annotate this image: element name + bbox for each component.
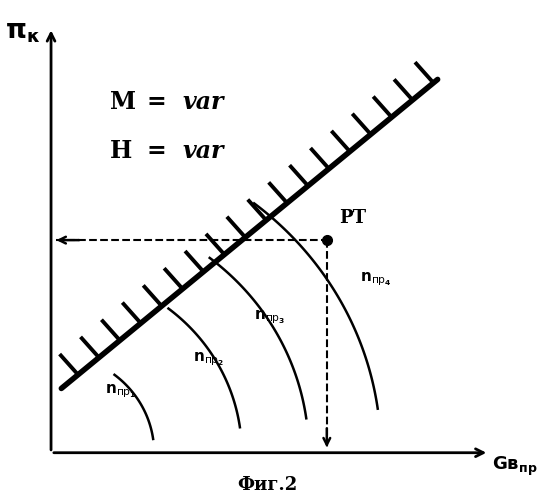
Text: $\mathbf{\pi_\kappa}$: $\mathbf{\pi_\kappa}$ xyxy=(5,20,40,45)
Text: var: var xyxy=(182,139,224,163)
Text: var: var xyxy=(182,90,224,114)
Text: $\mathbf{n}_{\mathbf{\mathsf{пр}}_\mathbf{3}}$: $\mathbf{n}_{\mathbf{\mathsf{пр}}_\mathb… xyxy=(254,308,286,326)
Text: $\mathbf{n}_{\mathbf{\mathsf{пр}}_\mathbf{1}}$: $\mathbf{n}_{\mathbf{\mathsf{пр}}_\mathb… xyxy=(105,382,136,400)
Text: H: H xyxy=(110,139,133,163)
Text: PT: PT xyxy=(339,209,366,227)
Text: Фиг.2: Фиг.2 xyxy=(238,476,298,494)
Text: M: M xyxy=(110,90,136,114)
Text: $\mathbf{n}_{\mathbf{\mathsf{пр}}_\mathbf{4}}$: $\mathbf{n}_{\mathbf{\mathsf{пр}}_\mathb… xyxy=(360,271,391,288)
Text: $\mathbf{n}_{\mathbf{\mathsf{пр}}_\mathbf{2}}$: $\mathbf{n}_{\mathbf{\mathsf{пр}}_\mathb… xyxy=(193,350,224,368)
Text: $\mathbf{G}$$\mathbf{в}_{\mathbf{пр}}$: $\mathbf{G}$$\mathbf{в}_{\mathbf{пр}}$ xyxy=(492,455,537,478)
Text: =: = xyxy=(146,90,166,114)
Text: =: = xyxy=(146,139,166,163)
